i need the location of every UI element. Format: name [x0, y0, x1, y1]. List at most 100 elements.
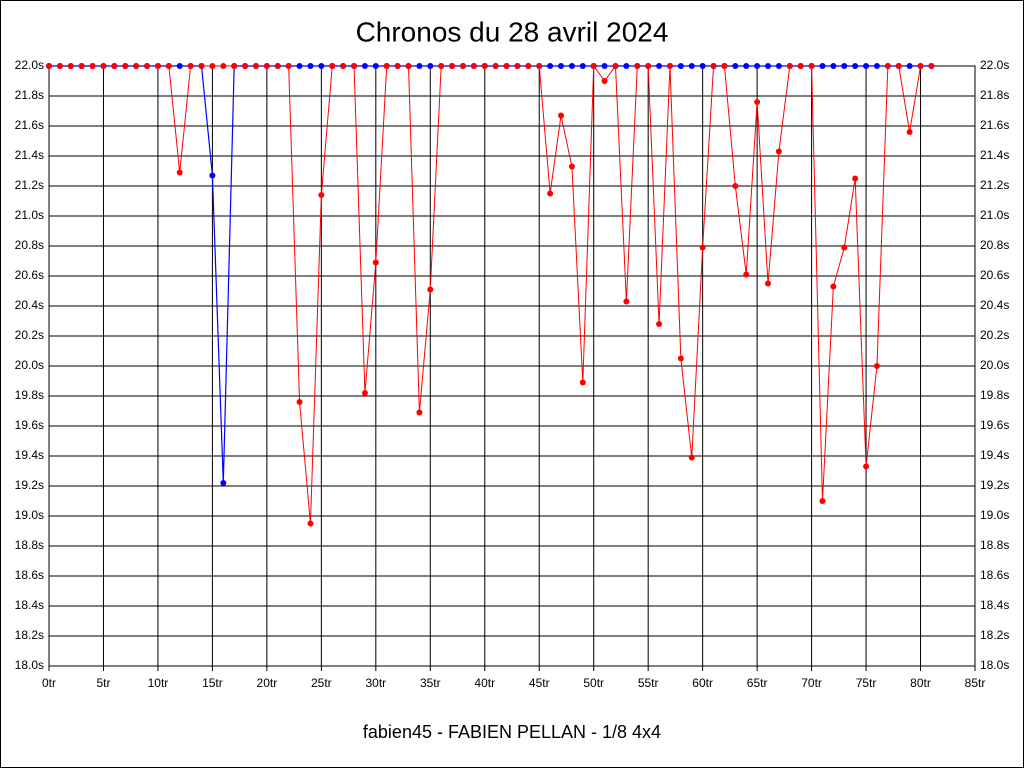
x-tick-label: 65tr — [747, 676, 768, 690]
y-tick-label: 18.6s — [15, 568, 44, 582]
x-tick-label: 10tr — [148, 676, 169, 690]
data-point — [394, 63, 401, 69]
data-point — [754, 63, 761, 69]
data-point — [405, 63, 412, 69]
chart-subtitle: fabien45 - FABIEN PELLAN - 1/8 4x4 — [363, 722, 661, 742]
data-point — [372, 259, 379, 266]
x-tick-label: 70tr — [801, 676, 822, 690]
y2-tick-label: 18.4s — [980, 598, 1009, 612]
data-point — [677, 355, 684, 362]
y2-tick-label: 20.2s — [980, 328, 1009, 342]
data-point — [100, 63, 107, 69]
data-point — [786, 63, 793, 69]
y2-tick-label: 22.0s — [980, 58, 1009, 72]
data-point — [176, 169, 183, 176]
y2-tick-label: 19.8s — [980, 388, 1009, 402]
data-point — [340, 63, 347, 69]
data-point — [732, 63, 739, 69]
x-tick-label: 50tr — [583, 676, 604, 690]
data-point — [89, 63, 96, 69]
data-point — [688, 454, 695, 461]
data-point — [307, 63, 314, 69]
data-point — [111, 63, 118, 69]
data-point — [906, 63, 913, 69]
y-tick-label: 21.4s — [15, 148, 44, 162]
data-point — [601, 78, 608, 84]
y-tick-label: 20.2s — [15, 328, 44, 342]
data-point — [645, 63, 652, 69]
y-tick-label: 19.6s — [15, 418, 44, 432]
data-point — [895, 63, 902, 69]
data-point — [547, 63, 554, 69]
data-point — [819, 63, 826, 69]
y2-tick-label: 21.4s — [980, 148, 1009, 162]
data-point — [263, 63, 270, 69]
x-tick-label: 75tr — [856, 676, 877, 690]
data-point — [459, 63, 466, 69]
series-line — [49, 65, 932, 484]
x-tick-label: 15tr — [202, 676, 223, 690]
data-point — [547, 190, 554, 197]
x-tick-label: 60tr — [692, 676, 713, 690]
y-tick-label: 18.2s — [15, 628, 44, 642]
data-point — [797, 63, 804, 69]
data-point — [732, 183, 739, 189]
data-point — [198, 63, 205, 69]
y2-tick-label: 21.8s — [980, 88, 1009, 102]
x-tick-label: 0tr — [42, 676, 56, 690]
y2-tick-label: 18.8s — [980, 538, 1009, 552]
data-point — [558, 63, 565, 69]
data-point — [699, 63, 706, 69]
data-point — [612, 63, 619, 69]
y2-tick-label: 18.0s — [980, 658, 1009, 672]
data-point — [296, 399, 303, 405]
y2-tick-label: 18.6s — [980, 568, 1009, 582]
data-point — [165, 63, 172, 69]
data-point — [67, 63, 74, 69]
y2-tick-label: 21.2s — [980, 178, 1009, 192]
data-point — [503, 63, 510, 69]
data-point — [634, 63, 641, 69]
y-tick-label: 19.2s — [15, 478, 44, 492]
data-point — [765, 63, 772, 69]
data-point — [775, 63, 782, 69]
y2-tick-label: 21.0s — [980, 208, 1009, 222]
y-tick-label: 18.8s — [15, 538, 44, 552]
data-point — [231, 63, 238, 69]
y2-tick-label: 20.0s — [980, 358, 1009, 372]
y2-tick-label: 20.8s — [980, 238, 1009, 252]
data-point — [285, 63, 292, 69]
data-point — [187, 63, 194, 69]
y-tick-label: 21.0s — [15, 208, 44, 222]
data-point — [514, 63, 521, 69]
x-tick-label: 80tr — [910, 676, 931, 690]
data-point — [852, 175, 859, 182]
y-tick-label: 20.8s — [15, 238, 44, 252]
data-point — [656, 321, 663, 327]
x-tick-label: 85tr — [965, 676, 986, 690]
data-point — [144, 63, 151, 69]
data-point — [666, 63, 673, 69]
x-tick-label: 45tr — [529, 676, 550, 690]
data-point — [427, 286, 434, 293]
y-tick-label: 19.0s — [15, 508, 44, 522]
data-point — [361, 63, 368, 69]
y2-tick-label: 19.4s — [980, 448, 1009, 462]
data-point — [699, 244, 706, 251]
y-tick-label: 18.0s — [15, 658, 44, 672]
data-point — [209, 63, 216, 69]
data-point — [318, 63, 325, 69]
y-tick-label: 19.4s — [15, 448, 44, 462]
data-point — [841, 63, 848, 69]
data-point — [133, 63, 140, 69]
data-point — [568, 63, 575, 69]
y2-tick-label: 20.4s — [980, 298, 1009, 312]
data-point — [677, 63, 684, 69]
data-point — [623, 298, 630, 305]
data-point — [56, 63, 63, 69]
data-point — [688, 63, 695, 69]
y2-tick-label: 20.6s — [980, 268, 1009, 282]
data-point — [492, 63, 499, 69]
data-point — [830, 283, 837, 290]
